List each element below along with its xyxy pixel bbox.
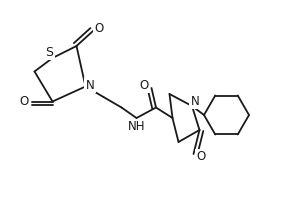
Text: N: N — [190, 95, 200, 108]
Text: O: O — [196, 151, 206, 164]
Text: NH: NH — [128, 120, 145, 134]
Text: O: O — [20, 95, 28, 108]
Text: O: O — [140, 79, 148, 92]
Text: N: N — [85, 79, 94, 92]
Text: S: S — [46, 46, 53, 58]
Text: O: O — [94, 21, 103, 34]
